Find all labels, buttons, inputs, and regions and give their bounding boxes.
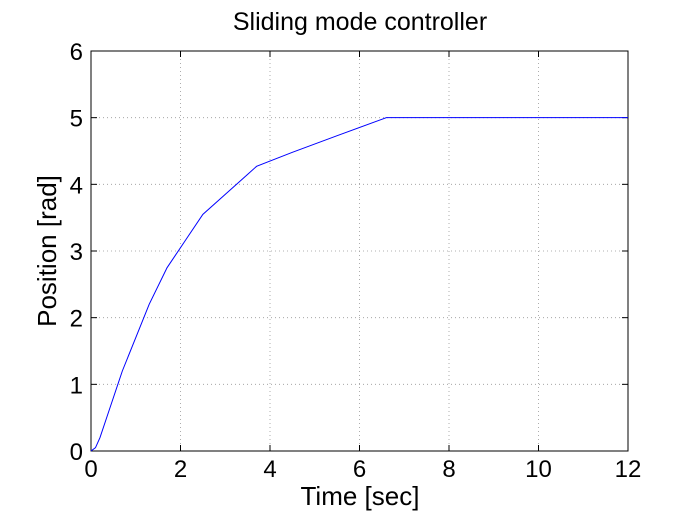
y-tick-label: 3 <box>70 239 83 266</box>
y-axis-label: Position [rad] <box>32 175 62 327</box>
x-tick-label: 4 <box>263 456 276 483</box>
y-tick-label: 2 <box>70 306 83 333</box>
y-tick-label: 6 <box>70 39 83 66</box>
x-tick-label: 10 <box>525 456 552 483</box>
x-tick-label: 8 <box>442 456 455 483</box>
x-axis-label: Time [sec] <box>301 481 420 511</box>
x-tick-label: 6 <box>353 456 366 483</box>
chart-title: Sliding mode controller <box>233 8 487 36</box>
line <box>90 117 628 452</box>
axes-box <box>90 50 629 452</box>
x-tick-label: 2 <box>174 456 187 483</box>
y-tick-label: 5 <box>70 106 83 133</box>
y-tick-label: 1 <box>70 372 83 399</box>
y-tick-label: 0 <box>70 439 83 466</box>
y-tick-label: 4 <box>70 172 83 199</box>
x-tick-label: 12 <box>615 456 642 483</box>
x-tick-label: 0 <box>84 456 97 483</box>
